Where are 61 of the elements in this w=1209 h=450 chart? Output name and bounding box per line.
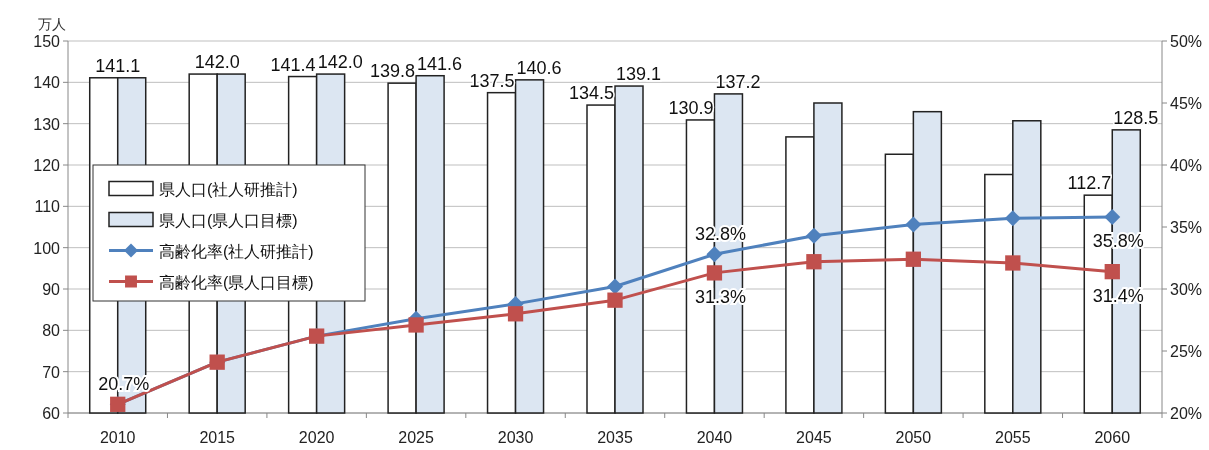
data-label: 137.5 bbox=[469, 70, 515, 91]
data-label: 139.1 bbox=[616, 64, 662, 85]
legend-label: 県人口(社人研推計) bbox=[159, 180, 298, 198]
y2-tick-label: 20% bbox=[1170, 405, 1203, 422]
x-tick-label: 2030 bbox=[497, 429, 534, 446]
point bbox=[408, 317, 424, 333]
data-label: 142.0 bbox=[317, 52, 363, 73]
point bbox=[507, 306, 524, 322]
data-label: 139.8 bbox=[370, 61, 416, 82]
legend-label: 高齢化率(社人研推計) bbox=[159, 242, 314, 260]
data-label: 134.5 bbox=[568, 83, 614, 104]
x-tick-label: 2060 bbox=[1094, 429, 1131, 446]
data-label: 130.9 bbox=[668, 97, 714, 118]
data-label: 140.6 bbox=[516, 57, 562, 78]
data-label: 141.6 bbox=[417, 53, 463, 74]
data-label: 142.0 bbox=[194, 52, 240, 73]
x-tick-label: 2010 bbox=[99, 429, 136, 446]
y-axis-title: 万人 bbox=[38, 16, 66, 32]
y2-tick-label: 35% bbox=[1170, 219, 1203, 236]
data-label: 112.7 bbox=[1067, 173, 1112, 194]
point bbox=[805, 227, 822, 244]
y-tick-label: 130 bbox=[33, 115, 61, 133]
x-tick-label: 2025 bbox=[398, 429, 434, 446]
legend-label: 高齢化率(県人口目標) bbox=[159, 273, 314, 291]
y-tick-label: 150 bbox=[33, 33, 61, 50]
point bbox=[806, 254, 822, 270]
point bbox=[1004, 210, 1021, 227]
y2-tick-label: 30% bbox=[1170, 281, 1203, 298]
y-tick-label: 90 bbox=[42, 281, 61, 298]
data-label: 128.5 bbox=[1113, 107, 1159, 128]
data-label: 137.2 bbox=[715, 71, 761, 92]
x-tick-label: 2035 bbox=[597, 429, 633, 446]
point bbox=[706, 246, 723, 263]
y-tick-label: 60 bbox=[42, 405, 61, 422]
data-label: 141.1 bbox=[95, 55, 141, 76]
point bbox=[607, 292, 623, 308]
y-tick-label: 100 bbox=[33, 239, 61, 257]
y-tick-label: 80 bbox=[42, 322, 61, 340]
y2-tick-label: 50% bbox=[1170, 33, 1203, 50]
y2-tick-label: 25% bbox=[1170, 343, 1203, 360]
x-tick-label: 2020 bbox=[298, 429, 335, 446]
y-tick-label: 110 bbox=[34, 198, 61, 216]
x-tick-label: 2055 bbox=[995, 429, 1031, 446]
point bbox=[1104, 263, 1120, 280]
x-tick-label: 2015 bbox=[199, 429, 236, 446]
point bbox=[1005, 255, 1021, 271]
x-tick-label: 2045 bbox=[796, 429, 832, 446]
y2-tick-label: 40% bbox=[1170, 157, 1203, 174]
data-label: 141.4 bbox=[270, 54, 316, 75]
point bbox=[607, 278, 623, 295]
y-tick-label: 120 bbox=[33, 157, 61, 174]
y-tick-label: 140 bbox=[33, 74, 61, 92]
legend-label: 県人口(県人口目標) bbox=[159, 211, 298, 229]
point bbox=[1104, 209, 1121, 226]
point bbox=[905, 216, 922, 233]
y2-tick-label: 45% bbox=[1170, 95, 1203, 112]
y-tick-label: 70 bbox=[42, 363, 61, 381]
x-tick-label: 2040 bbox=[696, 429, 733, 446]
point bbox=[706, 265, 723, 281]
x-tick-label: 2050 bbox=[895, 429, 932, 446]
point bbox=[905, 251, 922, 267]
